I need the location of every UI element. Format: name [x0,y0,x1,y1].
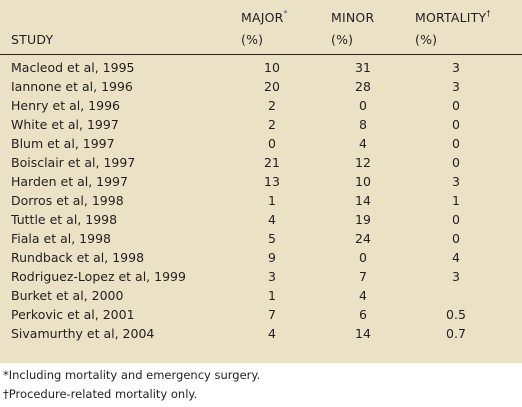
table-row: Dorros et al, 1998 1 14 1 [0,191,522,210]
study-cell: Dorros et al, 1998 [11,193,124,208]
major-cell: 2 [268,98,276,113]
study-cell: Macleod et al, 1995 [11,60,135,75]
minor-cell: 0 [359,98,367,113]
header-minor-unit: (%) [331,32,354,47]
table-row: Fiala et al, 1998 5 24 0 [0,229,522,248]
study-cell: Rundback et al, 1998 [11,250,145,265]
major-cell: 5 [268,231,276,246]
table-row: Henry et al, 1996 2 0 0 [0,96,522,115]
minor-cell: 14 [355,193,371,208]
table-row: White et al, 1997 2 8 0 [0,115,522,134]
header-major-label: MAJOR [241,10,284,25]
footnote-major: *Including mortality and emergency surge… [3,368,261,382]
study-cell: Blum et al, 1997 [11,136,115,151]
footnote-mortality: †Procedure-related mortality only. [3,387,198,401]
study-cell: Harden et al, 1997 [11,174,128,189]
mortality-cell: 0 [452,136,460,151]
major-cell: 21 [264,155,280,170]
minor-cell: 14 [355,326,371,341]
study-cell: Burket et al, 2000 [11,288,124,303]
table-row: Sivamurthy et al, 2004 4 14 0.7 [0,324,522,343]
minor-cell: 8 [359,117,367,132]
mortality-cell: 0 [452,117,460,132]
study-cell: Perkovic et al, 2001 [11,307,135,322]
mortality-cell: 0.5 [446,307,466,322]
mortality-cell: 0.7 [446,326,466,341]
header-mortality: MORTALITY† [415,9,491,26]
major-cell: 13 [264,174,280,189]
header-mortality-unit: (%) [415,32,438,47]
header-major: MAJOR* [241,9,288,26]
major-cell: 7 [268,307,276,322]
table-row: Rundback et al, 1998 9 0 4 [0,248,522,267]
mortality-cell: 0 [452,231,460,246]
minor-cell: 4 [359,288,367,303]
minor-cell: 12 [355,155,371,170]
study-cell: White et al, 1997 [11,117,119,132]
major-cell: 4 [268,326,276,341]
header-rule [0,54,522,55]
major-cell: 0 [268,136,276,151]
table-row: Perkovic et al, 2001 7 6 0.5 [0,305,522,324]
study-cell: Fiala et al, 1998 [11,231,111,246]
study-cell: Henry et al, 1996 [11,98,120,113]
mortality-cell: 1 [452,193,460,208]
header-mortality-footnote-mark: † [486,9,491,18]
table-row: Iannone et al, 1996 20 28 3 [0,77,522,96]
minor-cell: 24 [355,231,371,246]
minor-cell: 6 [359,307,367,322]
minor-cell: 10 [355,174,371,189]
mortality-cell: 4 [452,250,460,265]
study-cell: Sivamurthy et al, 2004 [11,326,155,341]
major-cell: 9 [268,250,276,265]
footnotes: *Including mortality and emergency surge… [3,366,260,404]
minor-cell: 7 [359,269,367,284]
mortality-cell: 0 [452,98,460,113]
header-major-footnote-mark: * [283,9,288,18]
mortality-cell: 3 [452,269,460,284]
table-row: Tuttle et al, 1998 4 19 0 [0,210,522,229]
mortality-cell: 3 [452,174,460,189]
study-cell: Tuttle et al, 1998 [11,212,118,227]
study-cell: Boisclair et al, 1997 [11,155,136,170]
table-row: Boisclair et al, 1997 21 12 0 [0,153,522,172]
major-cell: 1 [268,288,276,303]
table-row: Rodriguez-Lopez et al, 1999 3 7 3 [0,267,522,286]
mortality-cell: 0 [452,212,460,227]
study-cell: Iannone et al, 1996 [11,79,133,94]
study-cell: Rodriguez-Lopez et al, 1999 [11,269,186,284]
minor-cell: 4 [359,136,367,151]
major-cell: 3 [268,269,276,284]
mortality-cell: 3 [452,79,460,94]
minor-cell: 19 [355,212,371,227]
complications-table: STUDY MAJOR* (%) MINOR (%) MORTALITY† (%… [0,0,522,363]
minor-cell: 0 [359,250,367,265]
major-cell: 4 [268,212,276,227]
minor-cell: 31 [355,60,371,75]
major-cell: 20 [264,79,280,94]
table-row: Blum et al, 1997 0 4 0 [0,134,522,153]
minor-cell: 28 [355,79,371,94]
major-cell: 10 [264,60,280,75]
table-row: Burket et al, 2000 1 4 [0,286,522,305]
header-major-unit: (%) [241,32,264,47]
header-minor: MINOR [331,10,375,25]
header-study: STUDY [11,32,54,47]
major-cell: 1 [268,193,276,208]
table-row: Macleod et al, 1995 10 31 3 [0,58,522,77]
major-cell: 2 [268,117,276,132]
mortality-cell: 0 [452,155,460,170]
header-mortality-label: MORTALITY [415,10,487,25]
mortality-cell: 3 [452,60,460,75]
table-row: Harden et al, 1997 13 10 3 [0,172,522,191]
